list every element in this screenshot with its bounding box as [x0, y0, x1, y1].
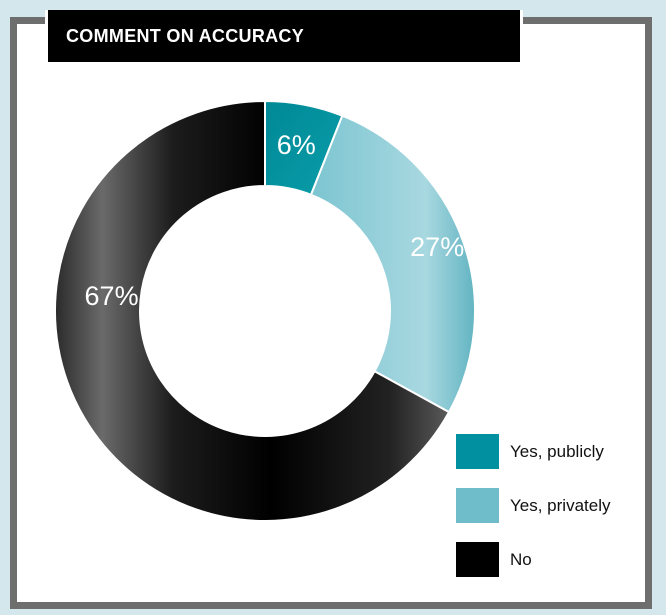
legend-label-no: No — [510, 550, 532, 569]
slice-label-yes-privately: 27% — [410, 232, 464, 262]
chart-title-box: COMMENT ON ACCURACY — [45, 10, 523, 62]
slice-label-yes-publicly: 6% — [277, 130, 316, 160]
slice-label-no: 67% — [85, 281, 139, 311]
slice-yes-privately — [309, 114, 476, 414]
chart-title: COMMENT ON ACCURACY — [66, 26, 305, 46]
legend-label-privately: Yes, privately — [510, 496, 611, 515]
legend-label-publicly: Yes, publicly — [510, 442, 604, 461]
legend-swatch-publicly — [456, 434, 499, 469]
legend-swatch-privately — [456, 488, 499, 523]
legend-swatch-no — [456, 542, 499, 577]
slice-no — [54, 99, 451, 522]
